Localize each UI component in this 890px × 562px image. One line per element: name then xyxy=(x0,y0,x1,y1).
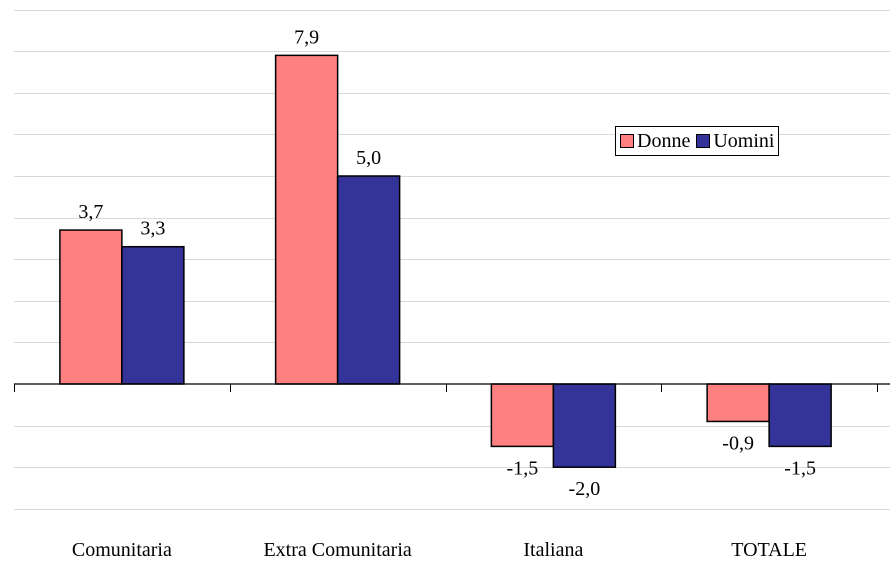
category-label-0: Comunitaria xyxy=(72,539,172,561)
bar-uomini-2 xyxy=(552,383,617,468)
bars xyxy=(59,54,832,468)
value-label-uomini-2: -2,0 xyxy=(569,478,601,500)
category-label-3: TOTALE xyxy=(731,539,807,561)
zero-axis xyxy=(14,383,890,392)
legend-item-uomini: Uomini xyxy=(696,130,774,153)
bar-uomini-0 xyxy=(121,245,185,385)
value-label-uomini-0: 3,3 xyxy=(140,218,165,240)
category-label-2: Italiana xyxy=(523,539,583,561)
value-label-uomini-3: -1,5 xyxy=(784,457,816,479)
bar-uomini-1 xyxy=(336,175,401,385)
legend-swatch-uomini xyxy=(696,134,711,148)
value-label-donne-0: 3,7 xyxy=(78,201,103,223)
category-labels: Comunitaria Extra Comunitaria Italiana TOTA… xyxy=(72,539,807,561)
value-label-donne-1: 7,9 xyxy=(294,26,319,48)
bar-donne-3 xyxy=(706,383,770,423)
legend-swatch-donne xyxy=(620,134,634,148)
legend: Donne Uomini xyxy=(615,126,780,156)
legend-label-donne: Donne xyxy=(637,129,691,152)
bar-donne-0 xyxy=(59,229,123,385)
value-label-donne-3: -0,9 xyxy=(722,432,754,454)
bar-donne-1 xyxy=(274,54,339,385)
value-labels: 3,7 3,3 7,9 5,0 -1,5 -2,0 -0,9 -1,5 xyxy=(78,26,816,500)
value-label-uomini-1: 5,0 xyxy=(356,147,381,169)
legend-item-donne: Donne xyxy=(620,130,690,153)
bar-donne-2 xyxy=(490,383,555,448)
legend-label-uomini: Uomini xyxy=(713,129,775,152)
category-label-1: Extra Comunitaria xyxy=(263,539,411,561)
value-label-donne-2: -1,5 xyxy=(507,457,539,479)
bar-uomini-3 xyxy=(768,383,832,448)
